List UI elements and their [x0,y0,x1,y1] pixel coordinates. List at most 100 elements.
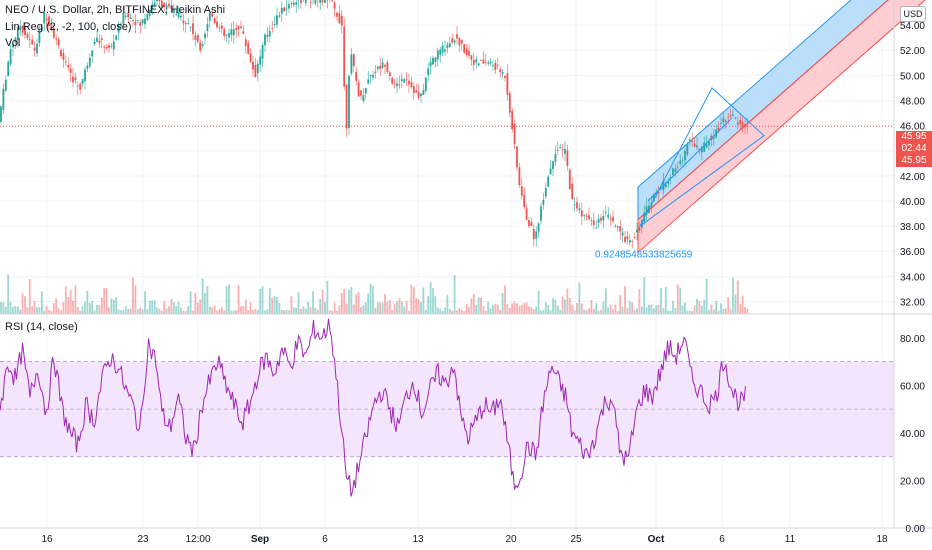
candle-body [88,57,91,67]
candle-body [230,29,233,36]
volume-bar [146,309,149,314]
rsi-tick-label: 20.00 [900,476,925,487]
volume-bar [16,306,19,314]
volume-bar [340,292,343,314]
currency-button[interactable]: USD [900,6,926,22]
volume-bar [345,303,348,314]
candle-body [470,55,473,60]
candle-body [199,42,202,51]
candle-body [472,60,475,65]
regression-channel[interactable] [637,0,932,254]
candle-body [360,90,362,96]
candle-body [422,90,425,95]
time-tick-label: 6 [322,534,328,545]
candle-body [691,140,694,142]
candle-body [38,30,41,44]
candle-body [115,35,118,40]
volume-bar [372,285,374,314]
volume-bar [88,302,91,314]
volume-bar [607,307,610,314]
candle-body [254,65,257,77]
volume-bar [122,309,125,314]
volume-bar [424,309,427,314]
volume-bar [168,306,170,314]
volume-bar [352,304,355,314]
volume-bar [50,310,53,314]
price-tick-label: 52.00 [900,46,925,57]
candle-body [566,150,569,167]
volume-bar [547,305,550,314]
volume-bar [544,301,547,314]
volume-bar [175,306,178,314]
candle-body [393,83,396,85]
candle-body [333,2,336,9]
rsi-legend[interactable]: RSI (14, close) [5,321,78,333]
candle-body [384,64,386,67]
symbol-legend[interactable]: NEO / U.S. Dollar, 2h, BITFINEX, Heikin … [5,4,226,16]
candle-body [196,35,199,42]
volume-bar [674,308,677,314]
candle-body [98,40,101,44]
candle-body [218,27,221,29]
candle-body [352,54,355,66]
chart-annotations[interactable]: 0.9248548533825659 [0,87,894,261]
candle-body [434,57,437,62]
candle-body [444,49,446,52]
candle-body [616,226,619,228]
volume-bar [585,310,588,314]
candle-body [55,38,58,40]
volume-bar [681,305,684,314]
candle-body [429,61,432,67]
candle-body [177,11,180,18]
candle-body [175,13,178,15]
volume-bar [672,300,674,314]
pearson-label: 0.9248548533825659 [595,249,693,260]
candle-body [288,4,290,9]
volume-bar [660,287,662,314]
candle-body [511,110,514,130]
volume-bar [624,286,626,314]
candle-body [516,146,518,168]
volume-bar [472,294,475,314]
volume-bar [177,301,180,314]
candle-body [734,117,737,119]
candle-body [79,83,82,90]
volume-bar [182,310,185,314]
volume-bar [386,301,389,314]
candle-body [283,7,286,12]
candle-body [700,146,703,153]
volume-bar [609,305,612,314]
candlestick-series [0,0,749,249]
volume-bar [729,309,732,314]
volume-bar [115,297,118,314]
volume-bar [482,305,485,314]
candle-body [674,168,677,173]
candle-body [134,21,137,26]
candle-body [544,188,547,197]
candle-body [746,126,749,128]
linreg-legend[interactable]: Lin Reg (2, -2, 100, close) [5,21,132,33]
volume-bar [141,309,144,314]
candle-body [16,27,19,40]
volume-bar [45,306,48,314]
candle-body [576,202,578,209]
volume-bar [398,298,401,314]
close-price-tag: 45.95 [896,155,932,167]
volume-bar [256,309,259,314]
candle-body [388,72,391,77]
price-tick-label: 36.00 [900,247,925,258]
candle-body [57,39,60,46]
volume-bar [67,297,70,314]
candle-body [489,61,492,64]
candle-body [520,186,523,196]
volume-bar [338,305,341,314]
volume-bar [700,305,703,314]
volume-legend[interactable]: Vol [5,37,21,49]
volume-bar [583,309,586,314]
candle-body [216,21,218,28]
volume-bar [554,299,557,314]
volume-bar [276,297,278,314]
time-tick-label: 11 [785,534,796,545]
volume-bar [628,301,631,314]
